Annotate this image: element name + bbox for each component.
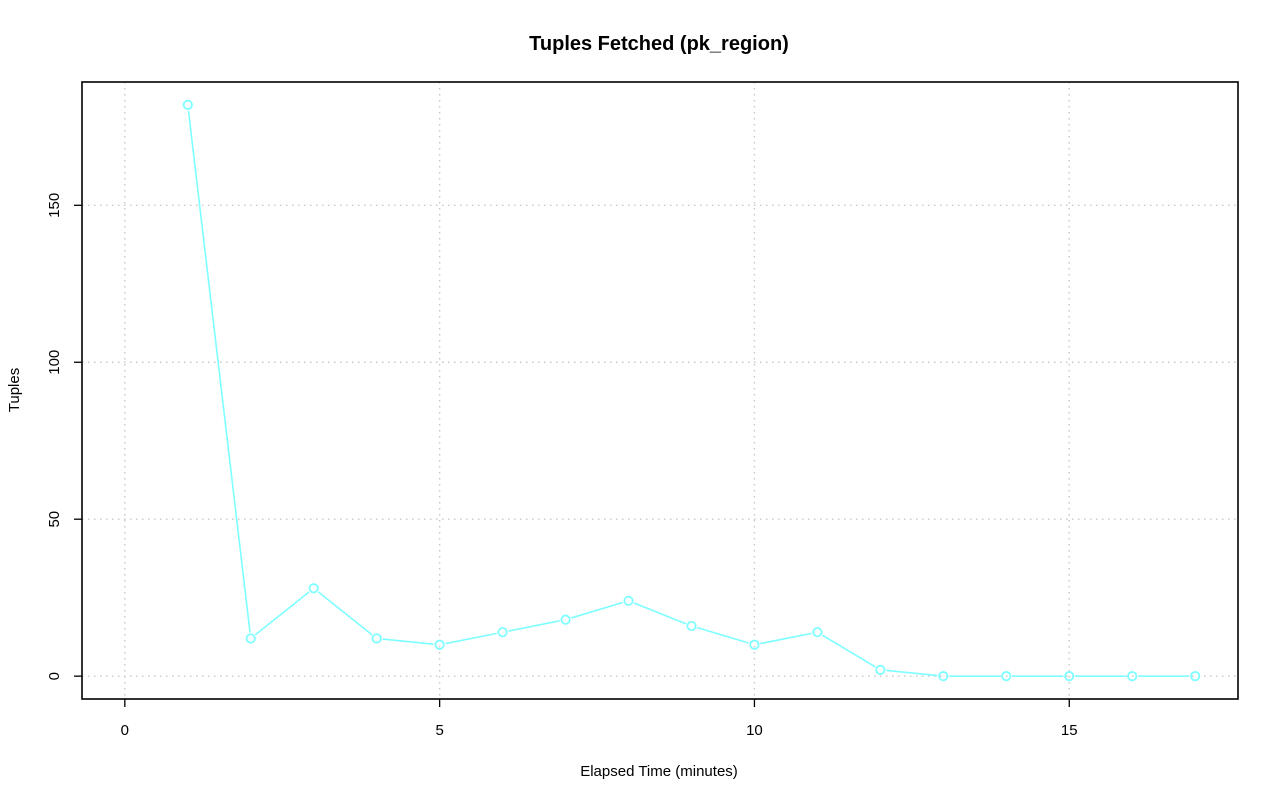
series-line-segment (760, 632, 812, 645)
x-tick-label: 5 (435, 722, 443, 739)
y-tick-label: 0 (46, 672, 63, 680)
y-tick-label: 50 (46, 511, 63, 528)
data-point (371, 633, 382, 644)
data-point (308, 583, 319, 594)
x-axis-label: Elapsed Time (minutes) (580, 763, 738, 780)
series-line-segment (697, 626, 749, 644)
y-axis: 0 50 100 150 (46, 193, 82, 680)
data-point (1064, 671, 1075, 682)
series-line-segment (254, 591, 310, 636)
x-tick-label: 0 (121, 722, 129, 739)
series-line-segment (445, 632, 497, 645)
data-point (434, 639, 445, 650)
data-point (749, 639, 760, 650)
data-point (623, 595, 634, 606)
series-line-segment (822, 634, 876, 668)
data-point (497, 627, 508, 638)
data-point (560, 614, 571, 625)
data-point (938, 671, 949, 682)
data-point (182, 99, 193, 110)
data-point (875, 664, 886, 675)
chart-title: Tuples Fetched (pk_region) (529, 33, 789, 55)
x-tick-label: 15 (1061, 722, 1078, 739)
series-line-segment (382, 638, 434, 645)
x-tick-label: 10 (746, 722, 763, 739)
y-tick-label: 150 (46, 193, 63, 218)
data-point (812, 627, 823, 638)
y-axis-label: Tuples (6, 368, 23, 412)
series-line-segment (508, 620, 560, 632)
series-line-segment (633, 602, 687, 625)
series-line-segment (571, 601, 623, 619)
y-tick-label: 100 (46, 350, 63, 375)
data-point (1001, 671, 1012, 682)
data-point (1190, 671, 1201, 682)
data-point (1127, 671, 1138, 682)
data-point (245, 633, 256, 644)
data-point (686, 620, 697, 632)
x-axis: 0 5 10 15 (121, 699, 1078, 739)
series-line-segment (317, 591, 373, 636)
series-line-segment (886, 669, 938, 677)
series-line-segment (187, 110, 251, 633)
plot-frame (81, 81, 1239, 700)
series-layer (182, 99, 1201, 682)
grid (82, 82, 1238, 699)
